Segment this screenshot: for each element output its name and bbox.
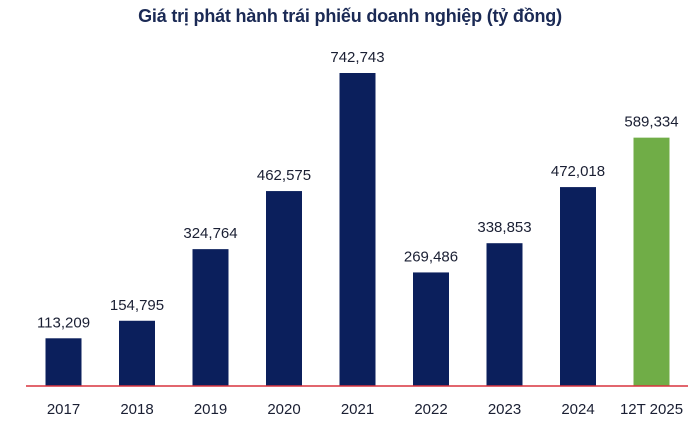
x-tick-label: 2019 (194, 401, 227, 418)
bar-2021 (339, 73, 376, 386)
data-label: 338,853 (477, 219, 531, 236)
x-tick-label: 2023 (488, 401, 521, 418)
bar-2018 (119, 320, 155, 386)
bar-2022 (413, 272, 449, 386)
data-label: 324,764 (183, 225, 237, 242)
x-tick-label: 2018 (120, 401, 153, 418)
x-tick-label: 12T 2025 (620, 401, 683, 418)
data-label: 154,795 (110, 297, 164, 314)
data-label: 113,209 (37, 314, 90, 331)
data-label: 742,743 (330, 49, 384, 66)
bar-2017 (45, 338, 82, 386)
bar-2019 (192, 249, 229, 386)
data-label: 269,486 (404, 248, 458, 265)
data-label: 472,018 (551, 163, 605, 180)
data-label: 462,575 (257, 167, 311, 184)
bar-2020 (266, 191, 302, 386)
bar-12T-2025 (633, 137, 670, 386)
bar-2024 (560, 187, 596, 386)
x-tick-label: 2022 (414, 401, 447, 418)
x-tick-label: 2020 (267, 401, 300, 418)
x-tick-label: 2017 (47, 401, 80, 418)
chart-title: Giá trị phát hành trái phiếu doanh nghiệ… (138, 6, 562, 26)
x-tick-label: 2024 (561, 401, 594, 418)
data-label: 589,334 (624, 114, 678, 131)
x-tick-label: 2021 (341, 401, 374, 418)
bar-2023 (486, 243, 523, 386)
